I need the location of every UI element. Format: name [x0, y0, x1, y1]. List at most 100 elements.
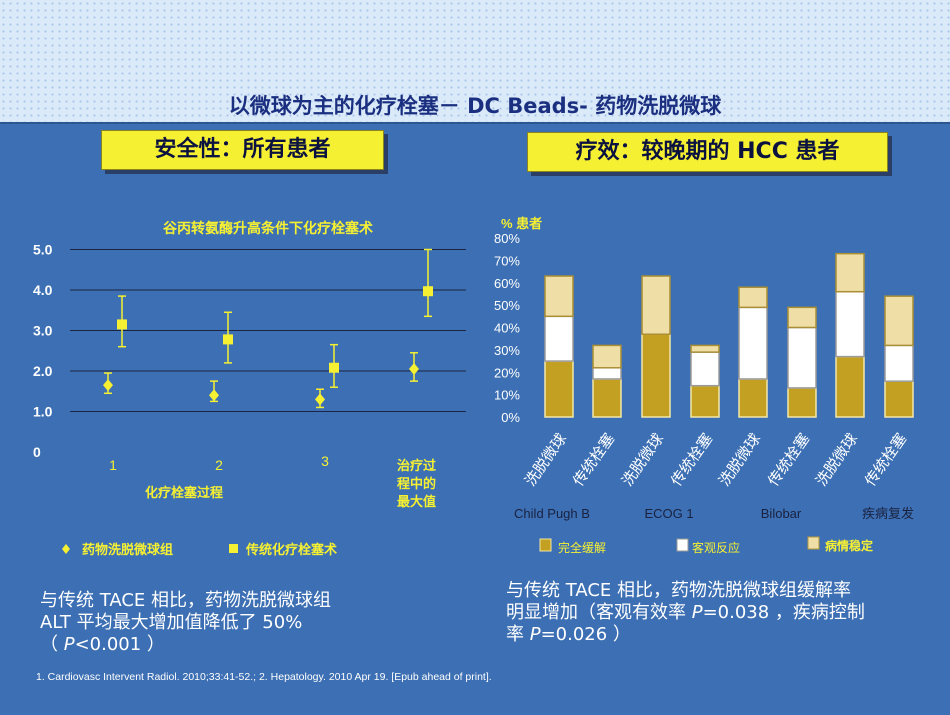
right-line2-prefix: 明显增加（客观有效率	[506, 602, 692, 623]
legend-diamond-marker	[62, 544, 70, 554]
right-conclusion-line1: 与传统 TACE 相比，药物洗脱微球组缓解率	[506, 580, 851, 601]
bar-category-label: 洗脱微球	[813, 431, 861, 490]
left-y-tick-label: 4.0	[33, 282, 53, 298]
reference-footnote: 1. Cardiovasc Intervent Radiol. 2010;33:…	[36, 671, 492, 683]
right-y-axis-label: % 患者	[501, 216, 542, 231]
bar-category-label: 传统栓塞	[667, 430, 716, 489]
stacked-bar-segment	[787, 326, 817, 389]
left-y-tick-label: 0	[33, 444, 41, 460]
right-p-symbol-1: P	[691, 602, 703, 623]
main-panel	[0, 122, 950, 715]
stacked-bar-segment	[884, 295, 914, 347]
bar-category-label: 传统栓塞	[569, 430, 618, 489]
left-p-value: <0.001 ）	[74, 634, 165, 655]
legend-conventional: 传统化疗栓塞术	[245, 542, 337, 557]
left-conclusion-line3: （ P<0.001 ）	[40, 634, 331, 656]
stacked-bar-segment	[592, 344, 622, 369]
stacked-bar-segment	[641, 275, 671, 335]
efficacy-header: 疗效：较晚期的 HCC 患者	[527, 132, 888, 172]
stacked-bar-segment	[641, 333, 671, 418]
stacked-bar-segment	[835, 290, 865, 358]
stacked-bar-segment	[544, 315, 574, 362]
right-y-tick-label: 0%	[501, 410, 520, 425]
legend-or-swatch	[676, 538, 689, 552]
stacked-bar-segment	[690, 384, 720, 418]
legend-sd-swatch	[807, 536, 820, 550]
group-label: 疾病复发	[862, 506, 914, 521]
stacked-bar-segment	[738, 378, 768, 418]
legend-stable-disease: 病情稳定	[825, 538, 873, 553]
stacked-bar-segment	[787, 306, 817, 329]
stacked-bar-segment	[690, 344, 720, 353]
left-conclusion-line2: ALT 平均最大增加值降低了 50%	[40, 612, 303, 633]
left-chart-title: 谷丙转氨酶升高条件下化疗栓塞术	[163, 220, 373, 236]
stacked-bar-segment	[738, 306, 768, 380]
left-x-tick-label: 治疗过	[397, 458, 436, 473]
stacked-bar-segment	[690, 351, 720, 387]
bar-category-label: 传统栓塞	[764, 430, 813, 489]
right-conclusion-line3: 率 P=0.026 ）	[506, 624, 865, 646]
left-x-tick-label: 最大值	[397, 494, 436, 509]
right-p-symbol-2: P	[529, 624, 541, 645]
right-line3-prefix: 率	[506, 624, 530, 645]
left-conclusion: 与传统 TACE 相比，药物洗脱微球组 ALT 平均最大增加值降低了 50% （…	[40, 590, 331, 656]
right-y-tick-label: 50%	[494, 298, 520, 313]
right-line2-suffix: =0.038 ，疾病控制	[702, 602, 865, 623]
right-line3-suffix: =0.026 ）	[540, 624, 631, 645]
legend-square-marker	[229, 544, 238, 553]
left-conclusion-line1: 与传统 TACE 相比，药物洗脱微球组	[40, 590, 331, 611]
stacked-bar-segment	[884, 344, 914, 382]
data-point-square	[329, 362, 339, 373]
stacked-bar-segment	[592, 378, 622, 418]
slide-title: 以微球为主的化疗栓塞－ DC Beads- 药物洗脱微球	[228, 94, 722, 118]
data-point-diamond	[315, 393, 325, 406]
data-point-square	[223, 334, 233, 345]
right-conclusion: 与传统 TACE 相比，药物洗脱微球组缓解率 明显增加（客观有效率 P=0.03…	[506, 580, 865, 646]
left-x-tick-label: 程中的	[397, 476, 436, 491]
stacked-bar-segment	[787, 387, 817, 418]
stacked-bar-segment	[835, 355, 865, 418]
bar-category-label: 洗脱微球	[716, 431, 764, 490]
legend-objective-response: 客观反应	[692, 540, 740, 555]
safety-header: 安全性：所有患者	[101, 130, 384, 170]
left-y-tick-label: 2.0	[33, 363, 53, 379]
legend-cr-swatch	[539, 538, 552, 552]
stacked-bar-segment	[544, 360, 574, 418]
left-p-prefix: （	[40, 634, 64, 655]
alt-error-bar-chart: 谷丙转氨酶升高条件下化疗栓塞术 0 1.0 2.0 3.0 4.0 5.0 1 2 3 治疗过程…	[33, 220, 466, 557]
stacked-bar-segment	[592, 367, 622, 380]
left-x-axis-label: 化疗栓塞过程	[145, 485, 223, 500]
data-point-square	[117, 319, 127, 330]
right-y-tick-label: 70%	[494, 253, 520, 268]
right-conclusion-line2: 明显增加（客观有效率 P=0.038 ，疾病控制	[506, 602, 865, 624]
left-y-tick-label: 5.0	[33, 242, 53, 258]
right-y-tick-label: 30%	[494, 343, 520, 358]
stacked-bar-segment	[835, 252, 865, 293]
left-x-tick-label: 3	[321, 453, 329, 469]
bar-category-label: 传统栓塞	[861, 430, 910, 489]
data-point-diamond	[409, 362, 419, 375]
group-label: Bilobar	[761, 506, 802, 521]
data-point-square	[423, 286, 433, 297]
header-band	[0, 0, 950, 122]
right-y-tick-label: 40%	[494, 321, 520, 336]
right-y-tick-label: 60%	[494, 276, 520, 291]
data-point-diamond	[103, 379, 113, 392]
right-y-tick-label: 10%	[494, 388, 520, 403]
stacked-response-chart: % 患者 0%10%20%30%40%50%60%70%80% 洗脱微球 传统栓塞…	[494, 216, 914, 555]
stacked-bar-segment	[884, 380, 914, 418]
left-x-tick-label: 2	[215, 457, 223, 473]
bar-category-label: 洗脱微球	[522, 431, 570, 490]
legend-drug-eluting: 药物洗脱微球组	[82, 542, 173, 557]
right-y-tick-label: 20%	[494, 365, 520, 380]
data-point-diamond	[209, 389, 219, 402]
left-y-tick-label: 1.0	[33, 404, 53, 420]
left-p-symbol: P	[63, 634, 75, 655]
right-y-tick-label: 80%	[494, 231, 520, 246]
legend-complete-response: 完全缓解	[558, 540, 606, 555]
left-x-tick-label: 1	[109, 457, 117, 473]
group-label: ECOG 1	[644, 506, 693, 521]
bar-category-label: 洗脱微球	[619, 431, 667, 490]
left-y-tick-label: 3.0	[33, 323, 53, 339]
group-label: Child Pugh B	[514, 506, 590, 521]
